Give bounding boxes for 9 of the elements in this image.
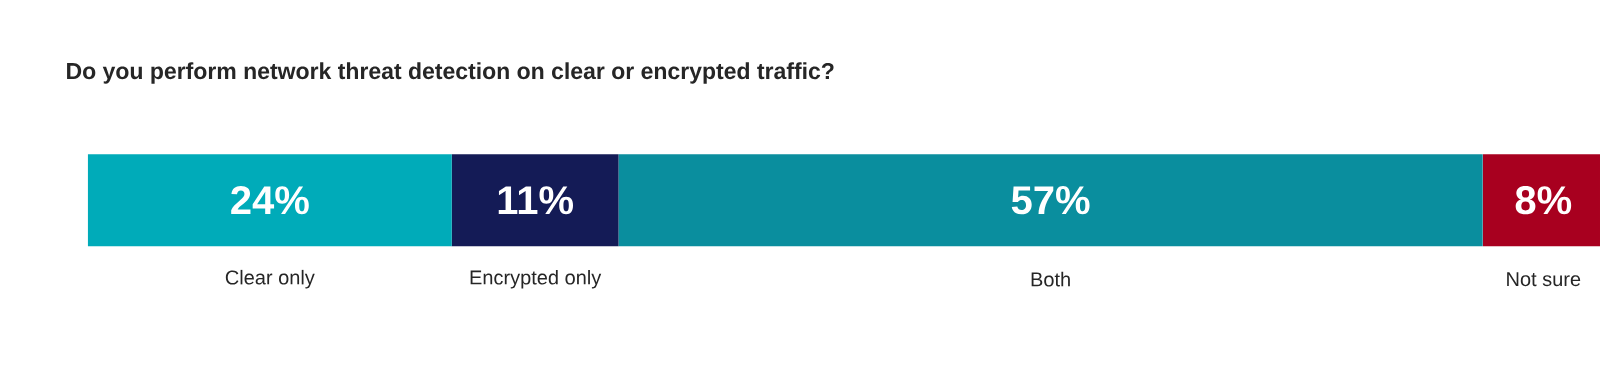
series-label: Clear only	[225, 269, 315, 289]
data-label: 57%	[1011, 186, 1090, 215]
series-label: Encrypted only	[470, 269, 602, 289]
data-label: 24%	[231, 186, 309, 215]
data-label: 11%	[498, 186, 574, 215]
series-label: Not sure	[1507, 272, 1581, 287]
data-label: 8%	[1515, 186, 1572, 215]
series-label: Both	[1031, 271, 1070, 287]
chart-title: Do you perform network threat detection on clear or encrypted traffic?	[67, 62, 834, 84]
